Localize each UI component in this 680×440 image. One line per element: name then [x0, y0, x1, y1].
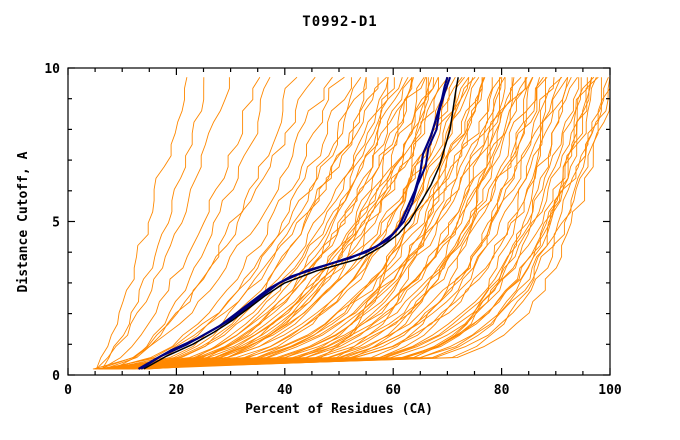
- best-model-navy-2: [140, 76, 452, 370]
- x-axis-label: Percent of Residues (CA): [245, 402, 433, 417]
- x-tick-label: 60: [385, 383, 401, 398]
- x-tick-label: 80: [494, 383, 510, 398]
- x-tick-label: 40: [277, 383, 293, 398]
- x-tick-label: 20: [169, 383, 185, 398]
- reference-model-black: [143, 77, 459, 370]
- x-tick-label: 0: [64, 383, 72, 398]
- y-tick-label: 10: [44, 62, 60, 77]
- chart-title: T0992-D1: [302, 14, 378, 30]
- y-tick-label: 5: [52, 216, 60, 231]
- x-tick-label: 100: [598, 383, 622, 398]
- y-tick-label: 0: [52, 369, 60, 384]
